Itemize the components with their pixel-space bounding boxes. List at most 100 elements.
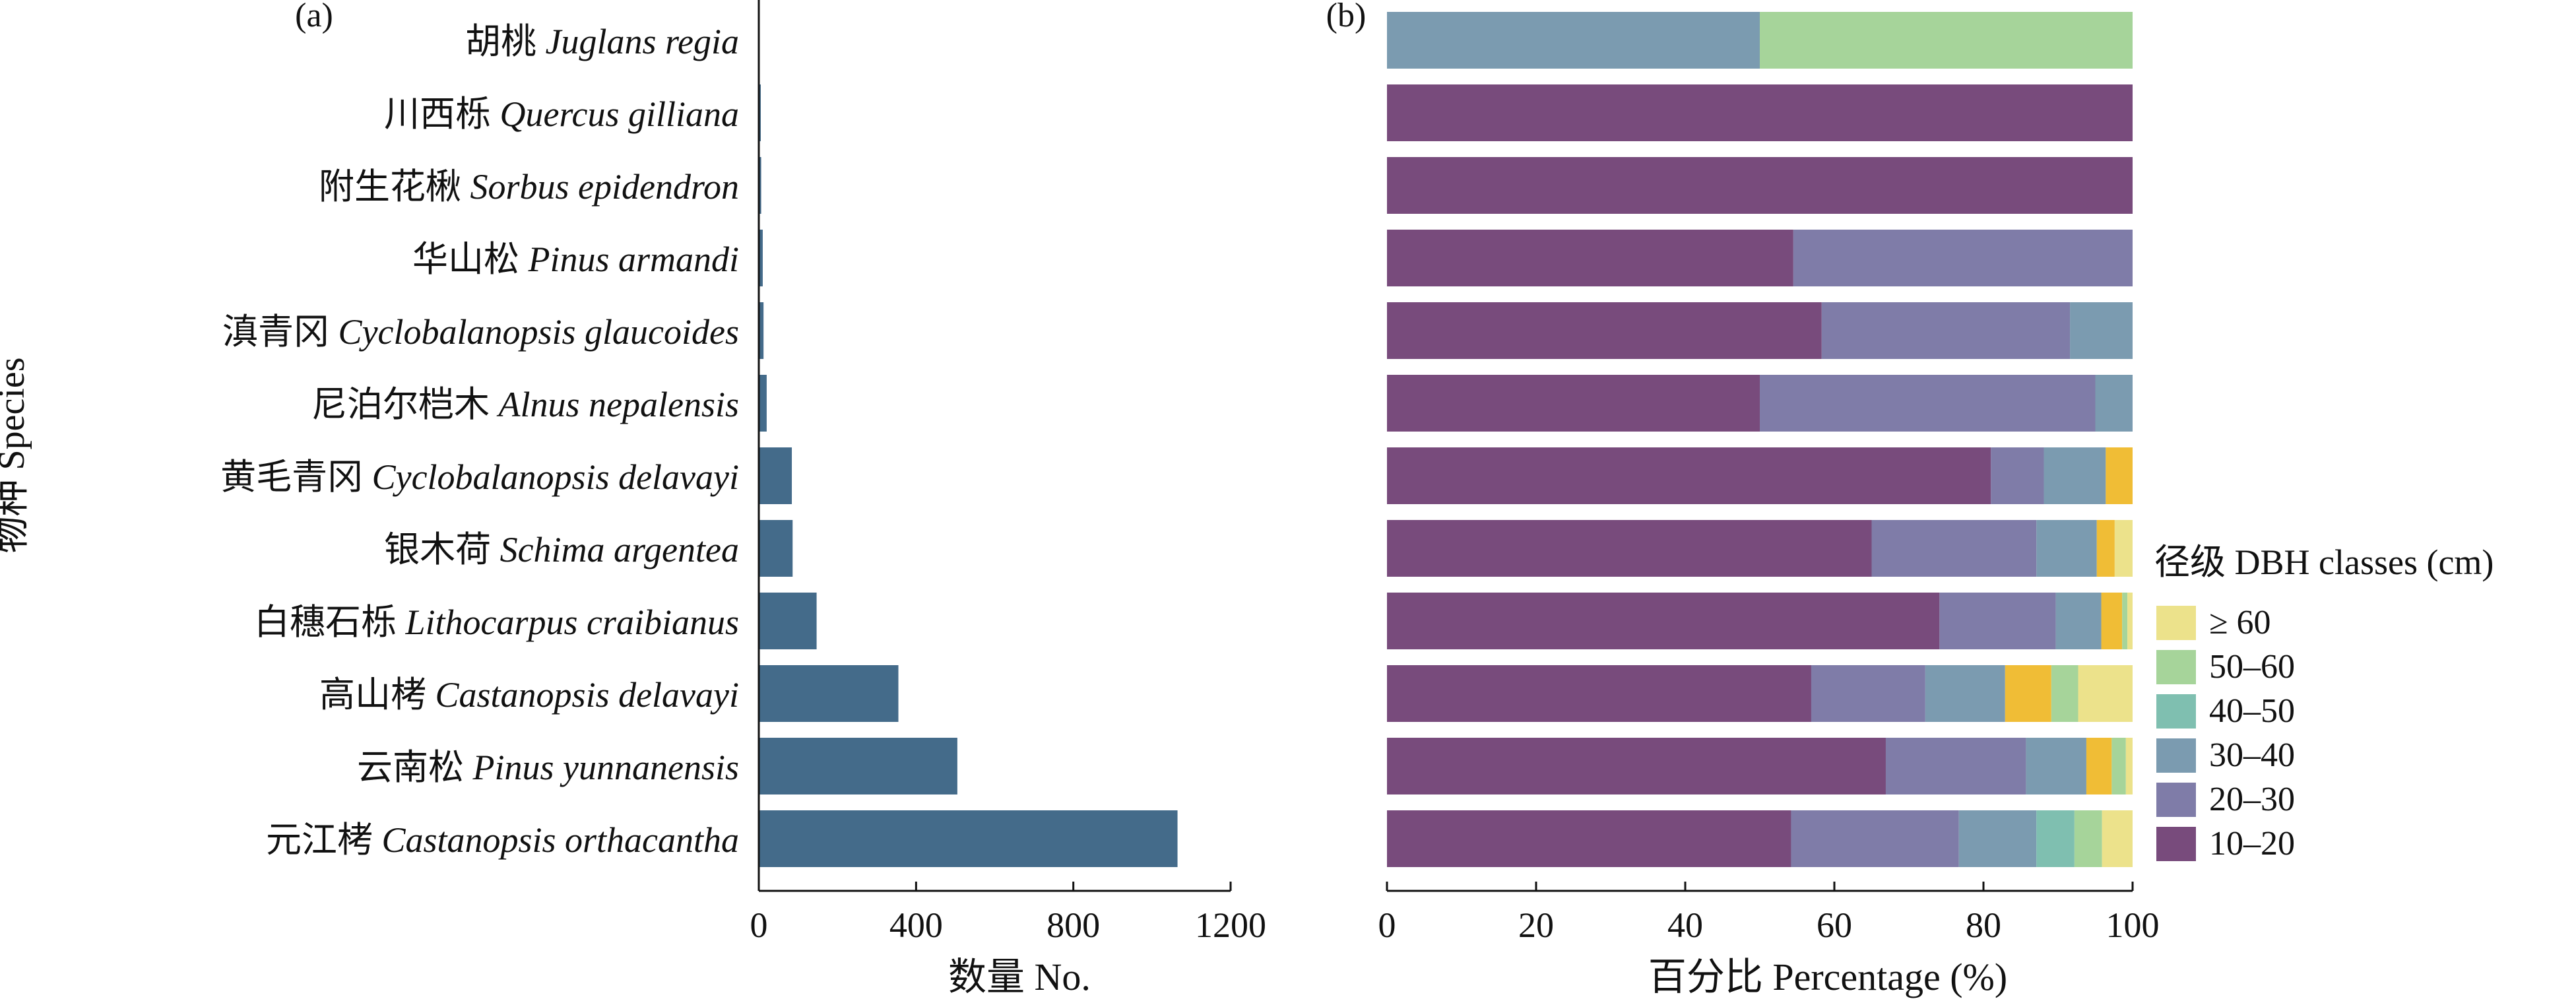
stacked-segment: [1885, 738, 2026, 794]
species-latin-name: Lithocarpus craibianus: [404, 602, 739, 642]
bar-species-count: [759, 593, 817, 649]
species-latin-name: Cyclobalanopsis delavayi: [372, 457, 739, 497]
bar-species-count: [759, 738, 957, 794]
species-latin-name: Castanopsis delavayi: [435, 675, 739, 715]
stacked-segment: [2125, 738, 2133, 794]
stacked-segment: [2036, 810, 2075, 867]
species-latin-name: Pinus armandi: [527, 240, 739, 279]
stacked-segment: [2102, 810, 2133, 867]
species-label: 元江栲 Castanopsis orthacantha: [266, 820, 739, 860]
stacked-segment: [1871, 520, 2037, 577]
species-label: 附生花楸 Sorbus epidendron: [319, 167, 739, 207]
species-label: 胡桃 Juglans regia: [465, 22, 739, 61]
stacked-segment: [1387, 375, 1760, 432]
species-chinese-name: 附生花楸: [319, 167, 470, 207]
stacked-segment: [1387, 810, 1791, 867]
stacked-segment: [1387, 593, 1940, 649]
stacked-segment: [2106, 447, 2133, 504]
panel-a-x-ticks: 0 400 800 1200: [750, 882, 1266, 945]
legend-swatch: [2156, 738, 2196, 773]
stacked-segment: [2051, 665, 2078, 722]
species-latin-name: Cyclobalanopsis glaucoides: [338, 312, 739, 352]
stacked-segment: [2055, 593, 2102, 649]
species-label: 云南松 Pinus yunnanensis: [357, 748, 739, 787]
bar-species-count: [759, 157, 761, 214]
stacked-segment: [1387, 738, 1886, 794]
stacked-segment: [2044, 447, 2106, 504]
panel-b-x-ticks: 0 20 40 60 80 100: [1378, 882, 2160, 945]
stacked-segment: [2026, 738, 2086, 794]
species-label: 白穗石栎 Lithocarpus craibianus: [254, 602, 739, 642]
panel-b-x-axis-title: 百分比 Percentage (%): [1648, 956, 2007, 998]
species-latin-name: Castanopsis orthacantha: [381, 820, 739, 860]
stacked-segment: [1387, 302, 1822, 359]
panel-b-label: (b): [1326, 0, 1367, 34]
species-latin-name: Schima argentea: [500, 530, 739, 569]
species-chinese-name: 银木荷: [384, 530, 500, 569]
species-latin-name: Pinus yunnanensis: [472, 748, 739, 787]
legend-entry-label: 30–40: [2209, 736, 2295, 774]
stacked-segment: [1791, 810, 1959, 867]
stacked-segment: [1811, 665, 1925, 722]
species-latin-name: Alnus nepalensis: [497, 385, 739, 424]
stacked-segment: [1387, 520, 1872, 577]
bar-species-count: [759, 230, 763, 286]
legend-swatch: [2156, 783, 2196, 817]
x-tick-label: 40: [1667, 905, 1703, 945]
legend-entry-label: 20–30: [2209, 781, 2295, 818]
species-label: 华山松 Pinus armandi: [412, 240, 739, 279]
bar-species-count: [759, 302, 764, 359]
stacked-segment: [2074, 810, 2102, 867]
stacked-segment: [2036, 520, 2097, 577]
species-chinese-name: 华山松: [412, 240, 529, 279]
species-label: 川西栎 Quercus gilliana: [384, 94, 739, 134]
legend-entry-label: 50–60: [2209, 648, 2295, 686]
stacked-segment: [1939, 593, 2056, 649]
x-tick-label: 60: [1817, 905, 1852, 945]
stacked-segment: [1387, 230, 1793, 286]
species-latin-name: Quercus gilliana: [500, 94, 739, 134]
species-label: 滇青冈 Cyclobalanopsis glaucoides: [222, 312, 739, 352]
stacked-segment: [1387, 665, 1811, 722]
panel-a-y-axis-title: 物种 Species: [0, 357, 32, 553]
legend-entry-label: 10–20: [2209, 825, 2295, 862]
species-label: 银木荷 Schima argentea: [384, 530, 739, 569]
species-latin-name: Juglans regia: [546, 22, 739, 61]
legend-swatch: [2156, 694, 2196, 729]
legend-title: 径级 DBH classes (cm): [2154, 542, 2494, 582]
bar-species-count: [759, 665, 899, 722]
bar-species-count: [759, 447, 792, 504]
panel-a-species-count-chart: (a) 物种 Species 数量 No. 胡桃 Juglans regia 川西…: [0, 0, 1266, 998]
x-tick-label: 1200: [1195, 905, 1266, 945]
bar-species-count: [759, 375, 767, 432]
stacked-segment: [2005, 665, 2051, 722]
legend-entry-label: 40–50: [2209, 692, 2295, 730]
dbh-legend: 径级 DBH classes (cm) ≥ 60 50–60 40–50 30–40 2…: [2154, 542, 2494, 862]
species-chinese-name: 胡桃: [465, 22, 546, 61]
species-latin-name: Sorbus epidendron: [470, 167, 739, 207]
x-tick-label: 0: [1378, 905, 1396, 945]
stacked-segment: [1387, 12, 1760, 69]
stacked-segment: [2086, 738, 2112, 794]
panel-a-category-labels: 胡桃 Juglans regia 川西栎 Quercus gilliana 附生花楸…: [220, 22, 739, 860]
stacked-segment: [2070, 302, 2133, 359]
stacked-segment: [2096, 520, 2115, 577]
panel-a-x-axis-title: 数量 No.: [948, 956, 1091, 998]
panel-b-stacked-bars: [1387, 12, 2133, 867]
x-tick-label: 400: [889, 905, 943, 945]
stacked-segment: [1925, 665, 2005, 722]
stacked-segment: [2111, 738, 2126, 794]
stacked-segment: [1793, 230, 2133, 286]
panel-a-bars: [759, 12, 1178, 867]
stacked-segment: [2078, 665, 2133, 722]
x-tick-label: 20: [1518, 905, 1554, 945]
stacked-segment: [2095, 375, 2133, 432]
panel-a-label: (a): [295, 0, 333, 34]
x-tick-label: 800: [1046, 905, 1100, 945]
species-chinese-name: 云南松: [357, 748, 473, 787]
bar-species-count: [759, 810, 1178, 867]
x-tick-label: 80: [1966, 905, 2001, 945]
species-chinese-name: 元江栲: [266, 820, 382, 860]
species-chinese-name: 黄毛青冈: [220, 457, 372, 497]
